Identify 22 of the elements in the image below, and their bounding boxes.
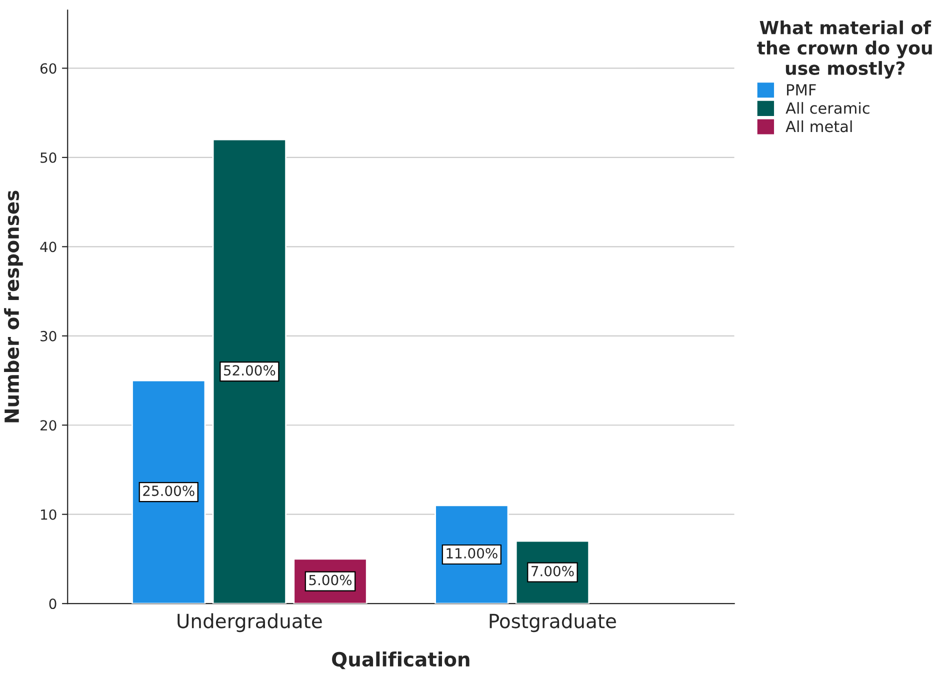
legend-label: PMF <box>787 84 816 96</box>
bar <box>212 138 286 604</box>
y-tick-label: 40 <box>40 242 56 252</box>
data-label: 11.00% <box>446 548 498 559</box>
bar <box>132 380 206 604</box>
y-tick-label: 0 <box>49 598 56 610</box>
y-axis-title: Number of responses <box>4 190 23 422</box>
data-label: 52.00% <box>224 365 276 376</box>
x-axis-title: Qualification <box>332 652 470 670</box>
y-tick-label: 50 <box>40 152 56 163</box>
y-tick-label: 20 <box>40 420 56 431</box>
legend-label: All ceramic <box>786 102 870 114</box>
legend-title: What material of the crown do you use mostly? <box>757 20 932 79</box>
data-label: 5.00% <box>309 574 352 586</box>
y-tick-label: 10 <box>41 509 56 520</box>
legend-label: All metal <box>786 120 852 132</box>
y-tick-label: 60 <box>40 63 56 74</box>
data-label: 25.00% <box>143 486 194 496</box>
x-tick-label: Postgraduate <box>490 613 616 632</box>
data-label: 7.00% <box>532 566 574 576</box>
y-tick-label: 30 <box>40 330 56 342</box>
x-tick-label: Undergraduate <box>178 613 322 632</box>
